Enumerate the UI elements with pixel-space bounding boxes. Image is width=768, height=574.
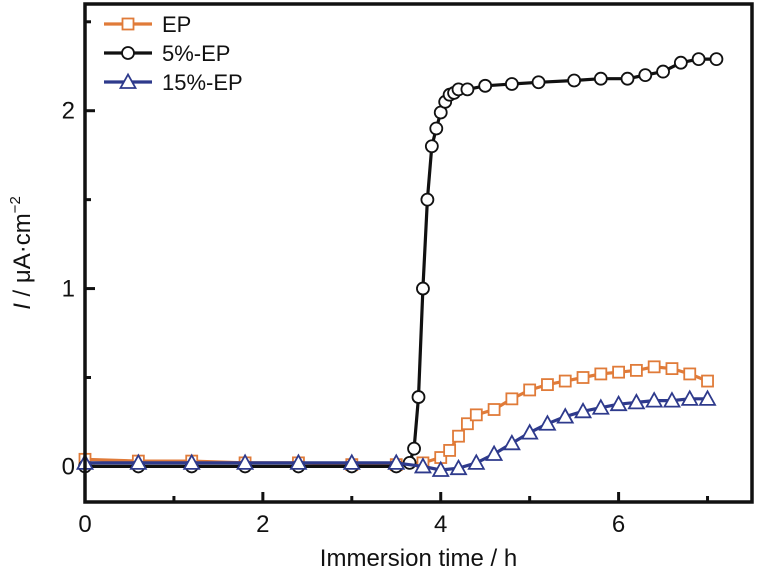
x-tick-label: 0	[78, 511, 91, 538]
data-point	[556, 407, 575, 424]
data-point	[342, 453, 361, 470]
y-axis-title: I / μA·cm−2	[7, 196, 36, 310]
data-point	[502, 433, 521, 451]
data-point	[289, 453, 308, 470]
data-point	[531, 75, 546, 90]
data-point	[673, 55, 688, 70]
data-point	[118, 72, 138, 89]
data-point	[443, 444, 457, 457]
x-tick-label: 4	[434, 511, 447, 538]
series-layer	[75, 52, 724, 477]
data-point	[416, 281, 430, 296]
y-tick-labels: 0 1 2	[62, 98, 75, 481]
y-axis-unit-exponent: −2	[7, 196, 24, 213]
data-point	[523, 383, 537, 397]
data-point	[520, 423, 539, 440]
data-point	[629, 363, 643, 377]
data-point	[538, 414, 557, 431]
data-point	[469, 408, 483, 422]
data-point	[656, 64, 670, 79]
data-point	[609, 394, 628, 412]
data-point	[665, 362, 679, 376]
data-point	[680, 389, 699, 406]
x-axis-title: Immersion time / h	[320, 545, 517, 572]
data-point	[452, 429, 465, 443]
data-point	[487, 403, 501, 416]
data-point	[431, 460, 450, 477]
data-point	[413, 457, 432, 474]
data-point	[638, 68, 653, 83]
y-axis-unit: / μA·cm	[9, 213, 36, 303]
data-point	[620, 71, 635, 86]
data-point	[701, 374, 714, 388]
data-point	[478, 78, 493, 93]
data-point	[407, 441, 421, 456]
plot-frame	[83, 2, 754, 504]
data-point	[627, 393, 646, 410]
series-line	[84, 365, 709, 467]
data-point	[505, 392, 519, 406]
data-point	[647, 360, 661, 374]
legend-label: 15%-EP	[162, 70, 243, 95]
legend-label: EP	[162, 12, 191, 37]
data-point	[449, 458, 468, 476]
data-point	[573, 401, 593, 419]
data-point	[567, 73, 582, 88]
legend-item: 5%-EP	[104, 41, 230, 66]
legend-item: 15%-EP	[104, 70, 243, 95]
data-point	[541, 378, 554, 392]
data-point	[461, 417, 474, 431]
x-tick-label: 6	[612, 511, 625, 538]
data-point	[387, 453, 406, 470]
data-point	[558, 374, 572, 388]
data-point	[612, 365, 625, 379]
data-point	[129, 453, 148, 470]
data-point	[709, 52, 724, 67]
x-tick-labels: 0 2 4 6	[78, 511, 625, 538]
data-point	[121, 17, 135, 31]
data-point	[411, 390, 426, 404]
data-point	[594, 367, 608, 381]
data-point	[182, 453, 201, 470]
data-point	[593, 71, 608, 86]
data-point	[576, 371, 590, 384]
data-point	[429, 121, 444, 136]
series-15pct-ep	[75, 389, 717, 477]
legend-item: EP	[104, 12, 191, 37]
data-point	[420, 192, 435, 207]
legend-label: 5%-EP	[162, 41, 230, 66]
y-tick-label: 1	[62, 276, 75, 303]
y-tick-label: 0	[62, 453, 75, 480]
data-point	[460, 82, 475, 97]
y-axis-symbol: I	[9, 303, 36, 310]
data-point	[424, 139, 439, 154]
data-point	[467, 453, 486, 470]
data-point	[683, 367, 697, 381]
data-point	[121, 46, 135, 60]
legend: EP 5%-EP 15%-EP	[104, 12, 243, 95]
y-tick-label: 2	[62, 98, 75, 125]
data-point	[504, 77, 519, 91]
data-point	[662, 391, 681, 408]
x-tick-label: 2	[256, 511, 269, 538]
data-point	[698, 389, 717, 406]
data-point	[645, 391, 664, 408]
data-point	[236, 453, 255, 470]
data-point	[591, 398, 610, 415]
data-point	[691, 52, 706, 67]
data-point	[485, 444, 504, 461]
